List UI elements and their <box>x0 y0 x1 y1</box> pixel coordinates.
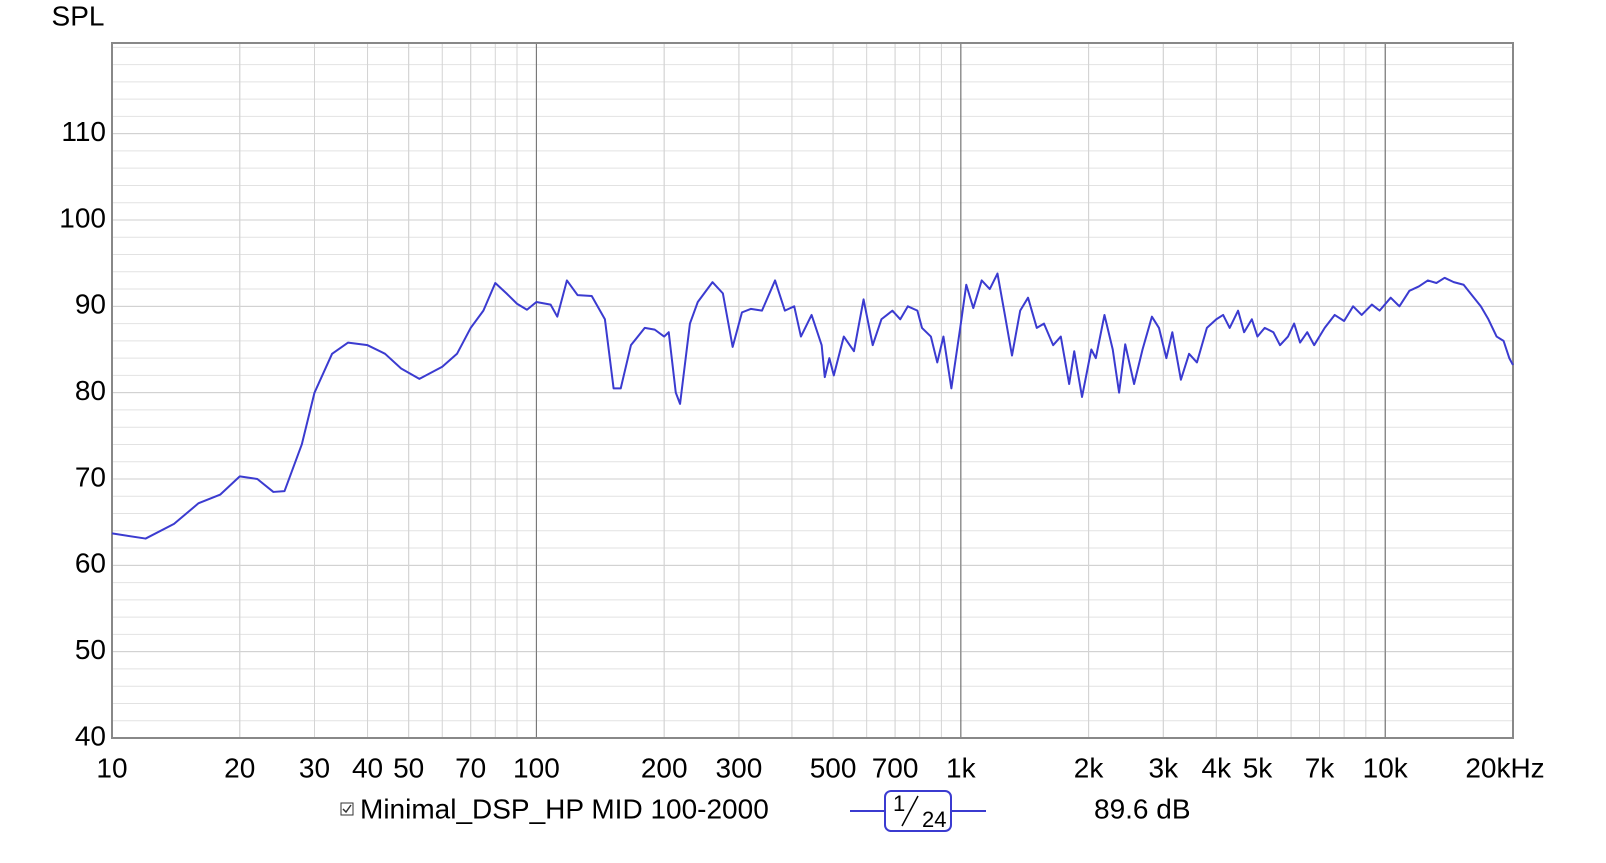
cursor-value: 89.6 dB <box>1094 793 1191 824</box>
x-tick-label: 300 <box>716 752 763 783</box>
x-tick-label: 20kHz <box>1465 752 1544 783</box>
plot-frame <box>111 42 1514 739</box>
x-tick-label: 40 <box>352 752 383 783</box>
x-tick-label: 5k <box>1243 752 1274 783</box>
y-tick-label: 110 <box>61 116 106 147</box>
x-tick-label: 1k <box>946 752 977 783</box>
check <box>342 804 352 814</box>
smoothing-denominator: 24 <box>922 807 946 832</box>
legend-label: Minimal_DSP_HP MID 100-2000 <box>360 793 769 824</box>
spl-line <box>111 272 1514 540</box>
smoothing-slash <box>901 795 919 827</box>
x-tick-label: 10 <box>96 752 127 783</box>
grid <box>111 43 1514 739</box>
x-tick-label: 500 <box>810 752 857 783</box>
x-tick-label: 30 <box>299 752 330 783</box>
x-tick-label: 10k <box>1363 752 1409 783</box>
x-tick-label: 4k <box>1202 752 1233 783</box>
x-tick-label: 2k <box>1074 752 1105 783</box>
y-tick-label: 70 <box>75 461 106 492</box>
y-axis-title: SPL <box>52 0 105 31</box>
x-tick-label: 700 <box>872 752 919 783</box>
y-tick-label: 90 <box>75 289 106 320</box>
x-tick-label: 7k <box>1305 752 1336 783</box>
legend: Minimal_DSP_HP MID 100-2000 1 24 89.6 dB <box>340 790 1191 832</box>
smoothing-numerator: 1 <box>893 791 905 816</box>
x-tick-label: 200 <box>641 752 688 783</box>
x-tick-label: 70 <box>455 752 486 783</box>
marks <box>111 272 1514 540</box>
y-tick-label: 100 <box>59 202 106 233</box>
y-tick-label: 60 <box>75 548 106 579</box>
legend-checkbox[interactable] <box>340 802 354 816</box>
x-tick-label: 20 <box>224 752 255 783</box>
x-tick-label: 3k <box>1149 752 1180 783</box>
y-tick-label: 50 <box>75 634 106 665</box>
x-tick-label: 50 <box>393 752 424 783</box>
y-tick-label: 40 <box>75 720 106 751</box>
y-tick-label: 80 <box>75 375 106 406</box>
x-tick-label: 100 <box>513 752 560 783</box>
